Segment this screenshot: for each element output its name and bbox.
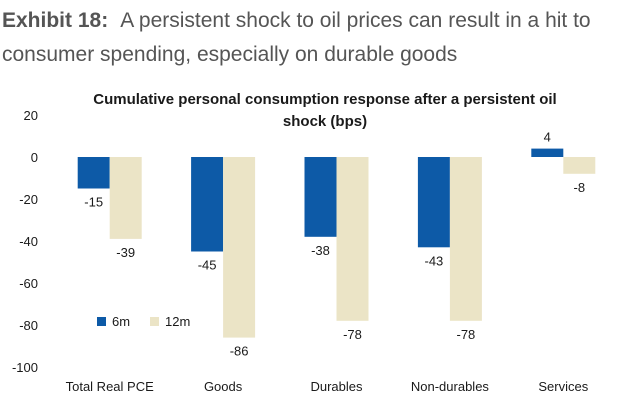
x-tick-label: Total Real PCE <box>66 379 154 394</box>
data-label: -15 <box>84 195 103 210</box>
y-tick-label: 0 <box>31 150 38 165</box>
bar-12m <box>449 157 482 321</box>
legend-swatch-12m <box>150 317 159 326</box>
y-tick-label: -100 <box>12 360 38 375</box>
y-tick-label: -80 <box>19 318 38 333</box>
data-label: -39 <box>116 245 135 260</box>
data-label: -78 <box>457 327 476 342</box>
exhibit-title: A persistent shock to oil prices can res… <box>2 9 591 66</box>
x-tick-label: Non-durables <box>411 379 490 394</box>
data-label: -38 <box>311 243 330 258</box>
bar-12m <box>563 157 596 174</box>
legend-swatch-6m <box>97 317 106 326</box>
bar-6m <box>304 157 337 237</box>
exhibit-label: Exhibit 18: <box>2 9 109 32</box>
data-label: 4 <box>544 130 551 145</box>
bar-6m <box>77 157 110 189</box>
data-label: -8 <box>574 180 586 195</box>
y-tick-label: -60 <box>19 276 38 291</box>
bar-6m <box>417 157 450 248</box>
bar-12m <box>336 157 369 321</box>
bar-6m <box>191 157 224 252</box>
exhibit-heading: Exhibit 18: A persistent shock to oil pri… <box>2 4 616 72</box>
data-label: -43 <box>425 253 444 268</box>
y-tick-label: 20 <box>24 108 38 123</box>
x-tick-label: Durables <box>310 379 363 394</box>
legend-label: 12m <box>165 314 190 329</box>
x-tick-label: Goods <box>204 379 243 394</box>
chart-title-line: Cumulative personal consumption response… <box>93 91 556 108</box>
data-label: -86 <box>230 344 249 359</box>
chart-title-line: shock (bps) <box>283 113 367 130</box>
data-label: -45 <box>198 258 217 273</box>
y-tick-label: -40 <box>19 234 38 249</box>
x-tick-label: Services <box>538 379 588 394</box>
bar-12m <box>109 157 142 239</box>
legend-label: 6m <box>112 314 130 329</box>
bar-6m <box>531 148 564 157</box>
data-label: -78 <box>343 327 362 342</box>
y-tick-label: -20 <box>19 192 38 207</box>
bar-12m <box>223 157 256 338</box>
